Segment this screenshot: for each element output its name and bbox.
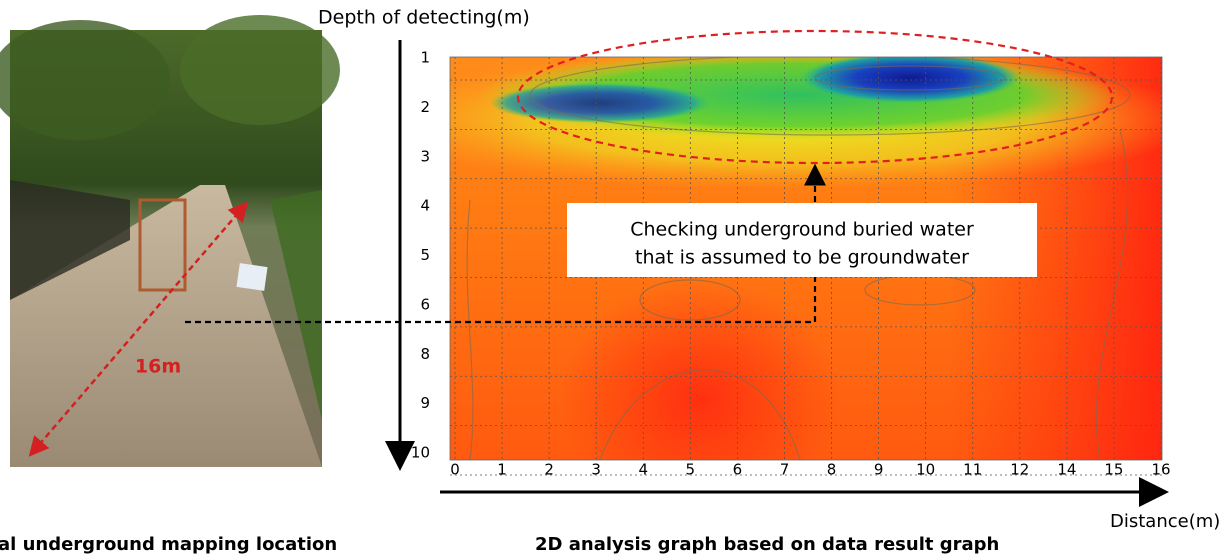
y-tick-label: 3: [420, 147, 430, 165]
x-tick-label: 4: [638, 461, 648, 479]
x-tick-label: 16: [1151, 461, 1170, 479]
x-axis-title: Distance(m): [1110, 511, 1220, 532]
caption: 2D analysis graph based on data result g…: [535, 534, 999, 555]
x-tick-label: 1: [497, 461, 507, 479]
annotation-line: that is assumed to be groundwater: [635, 247, 969, 269]
y-axis-title: Depth of detecting(m): [318, 7, 530, 29]
distance-label: 16m: [135, 356, 181, 378]
annotation-line: Checking underground buried water: [630, 219, 974, 241]
x-tick-label: 10: [916, 461, 935, 479]
x-tick-label: 12: [1010, 461, 1029, 479]
x-tick-label: 14: [1057, 461, 1076, 479]
x-tick-label: 8: [827, 461, 837, 479]
y-tick-label: 8: [420, 345, 430, 363]
x-tick-label: 0: [450, 461, 460, 479]
y-tick-label: 5: [420, 246, 430, 264]
y-tick-label: 9: [420, 394, 430, 412]
caption: al underground mapping location: [0, 534, 337, 555]
figure: 16m Depth of detecting(m) Distance(m) Ch…: [0, 0, 1225, 557]
y-tick-label: 2: [420, 98, 430, 116]
heatmap: [360, 50, 1200, 520]
x-tick-label: 15: [1104, 461, 1123, 479]
y-tick-label: 10: [411, 444, 430, 462]
y-tick-label: 6: [420, 295, 430, 313]
x-tick-label: 9: [874, 461, 884, 479]
x-tick-label: 7: [780, 461, 790, 479]
y-tick-label: 4: [420, 197, 430, 215]
x-tick-label: 5: [686, 461, 696, 479]
x-tick-label: 6: [733, 461, 743, 479]
site-photo: [0, 15, 340, 467]
x-tick-label: 3: [591, 461, 601, 479]
x-tick-label: 11: [963, 461, 982, 479]
y-tick-label: 1: [420, 49, 430, 67]
x-tick-label: 2: [544, 461, 554, 479]
